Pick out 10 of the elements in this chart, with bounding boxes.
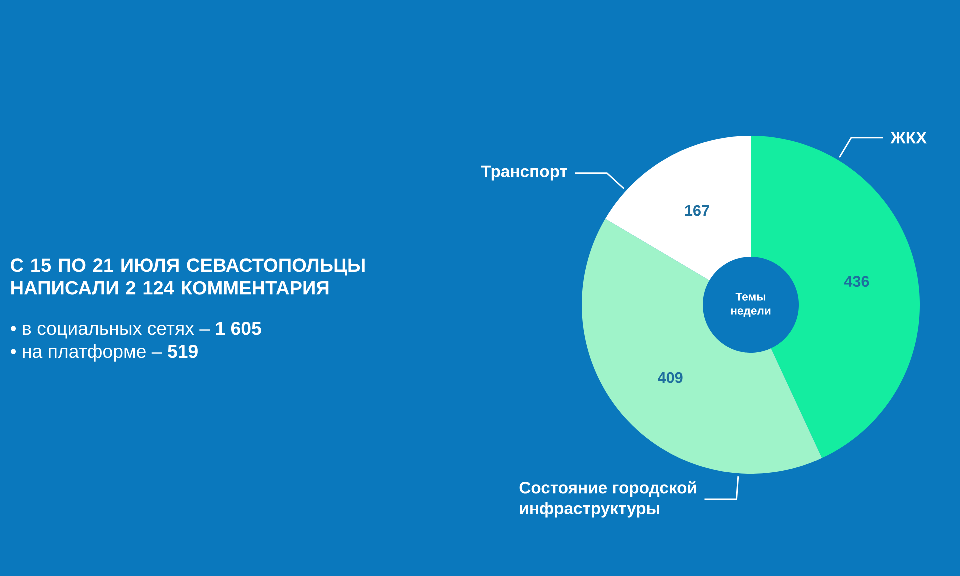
slice-label: Транспорт — [481, 166, 568, 181]
text: • в социальных сетях – 1 605 — [11, 322, 262, 339]
text: Темы недели — [731, 292, 771, 318]
data-label: 409 — [658, 372, 683, 384]
text: • на платформе – 519 — [11, 344, 198, 362]
data-label: 436 — [844, 276, 870, 288]
slice-label: Состояние городской инфраструктуры — [520, 481, 696, 518]
data-label: 167 — [685, 205, 710, 216]
text: С 15 ПО 21 ИЮЛЯ СЕВАСТОПОЛЬЦЫ НАПИСАЛИ 2 124 КОММЕНТАРИЯ — [11, 258, 365, 295]
slice-label: ЖКХ — [890, 132, 927, 144]
